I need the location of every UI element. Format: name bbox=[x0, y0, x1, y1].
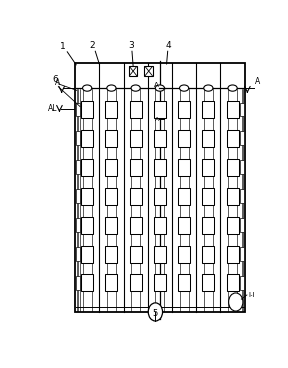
Bar bbox=[129, 66, 137, 77]
Bar bbox=[240, 160, 244, 174]
Bar bbox=[240, 218, 244, 232]
Bar bbox=[81, 245, 93, 262]
Bar bbox=[178, 101, 190, 118]
Bar bbox=[130, 217, 142, 234]
Bar bbox=[76, 218, 80, 232]
Bar bbox=[81, 159, 93, 176]
Text: 5: 5 bbox=[153, 309, 158, 318]
Text: 4: 4 bbox=[166, 41, 172, 50]
Text: A: A bbox=[154, 117, 159, 122]
Ellipse shape bbox=[131, 85, 140, 91]
Bar bbox=[202, 101, 214, 118]
Bar bbox=[178, 130, 190, 147]
Bar bbox=[76, 131, 80, 145]
Bar bbox=[178, 245, 190, 262]
Bar bbox=[227, 101, 239, 118]
Bar bbox=[227, 275, 239, 291]
Circle shape bbox=[229, 293, 243, 311]
Text: 1: 1 bbox=[60, 42, 66, 51]
Bar bbox=[178, 217, 190, 234]
Bar bbox=[130, 130, 142, 147]
Bar bbox=[154, 275, 166, 291]
Bar bbox=[202, 217, 214, 234]
Bar bbox=[202, 188, 214, 205]
Text: I-I: I-I bbox=[248, 292, 255, 298]
Bar bbox=[81, 217, 93, 234]
Bar bbox=[154, 245, 166, 262]
Bar bbox=[178, 159, 190, 176]
Bar bbox=[105, 275, 118, 291]
Bar bbox=[81, 101, 93, 118]
Ellipse shape bbox=[83, 85, 92, 91]
Bar bbox=[154, 130, 166, 147]
Bar bbox=[227, 188, 239, 205]
Bar bbox=[227, 159, 239, 176]
Bar bbox=[178, 188, 190, 205]
Text: A: A bbox=[154, 82, 159, 88]
Text: AL: AL bbox=[48, 104, 58, 113]
Bar bbox=[202, 159, 214, 176]
Bar bbox=[154, 217, 166, 234]
Bar bbox=[81, 188, 93, 205]
Text: 6: 6 bbox=[52, 75, 58, 84]
Ellipse shape bbox=[228, 85, 237, 91]
Bar bbox=[240, 190, 244, 203]
Bar bbox=[154, 188, 166, 205]
Bar bbox=[145, 66, 153, 77]
Bar bbox=[105, 217, 118, 234]
Circle shape bbox=[148, 303, 162, 321]
Bar bbox=[240, 131, 244, 145]
Bar bbox=[130, 159, 142, 176]
Ellipse shape bbox=[179, 85, 189, 91]
Bar bbox=[240, 276, 244, 290]
Text: A: A bbox=[55, 78, 60, 87]
Bar bbox=[178, 275, 190, 291]
Bar bbox=[202, 245, 214, 262]
Bar bbox=[130, 275, 142, 291]
Ellipse shape bbox=[155, 85, 164, 91]
Bar bbox=[105, 159, 118, 176]
Bar bbox=[105, 101, 118, 118]
Bar bbox=[154, 159, 166, 176]
Text: 2: 2 bbox=[90, 41, 95, 50]
Bar bbox=[76, 276, 80, 290]
Bar bbox=[227, 217, 239, 234]
Bar bbox=[227, 130, 239, 147]
Bar bbox=[130, 245, 142, 262]
Bar bbox=[240, 247, 244, 261]
Bar bbox=[76, 247, 80, 261]
Bar bbox=[202, 275, 214, 291]
Bar bbox=[105, 245, 118, 262]
Bar bbox=[130, 188, 142, 205]
Ellipse shape bbox=[204, 85, 213, 91]
Bar bbox=[130, 101, 142, 118]
Bar bbox=[81, 275, 93, 291]
Bar bbox=[76, 190, 80, 203]
Bar bbox=[81, 130, 93, 147]
Bar bbox=[75, 63, 245, 312]
Bar bbox=[227, 245, 239, 262]
Bar bbox=[105, 130, 118, 147]
Bar bbox=[240, 103, 244, 116]
Text: 3: 3 bbox=[128, 41, 134, 50]
Bar bbox=[76, 160, 80, 174]
Bar bbox=[76, 103, 80, 116]
Bar bbox=[202, 130, 214, 147]
Bar bbox=[154, 101, 166, 118]
Ellipse shape bbox=[107, 85, 116, 91]
Bar bbox=[105, 188, 118, 205]
Text: A: A bbox=[255, 77, 261, 86]
